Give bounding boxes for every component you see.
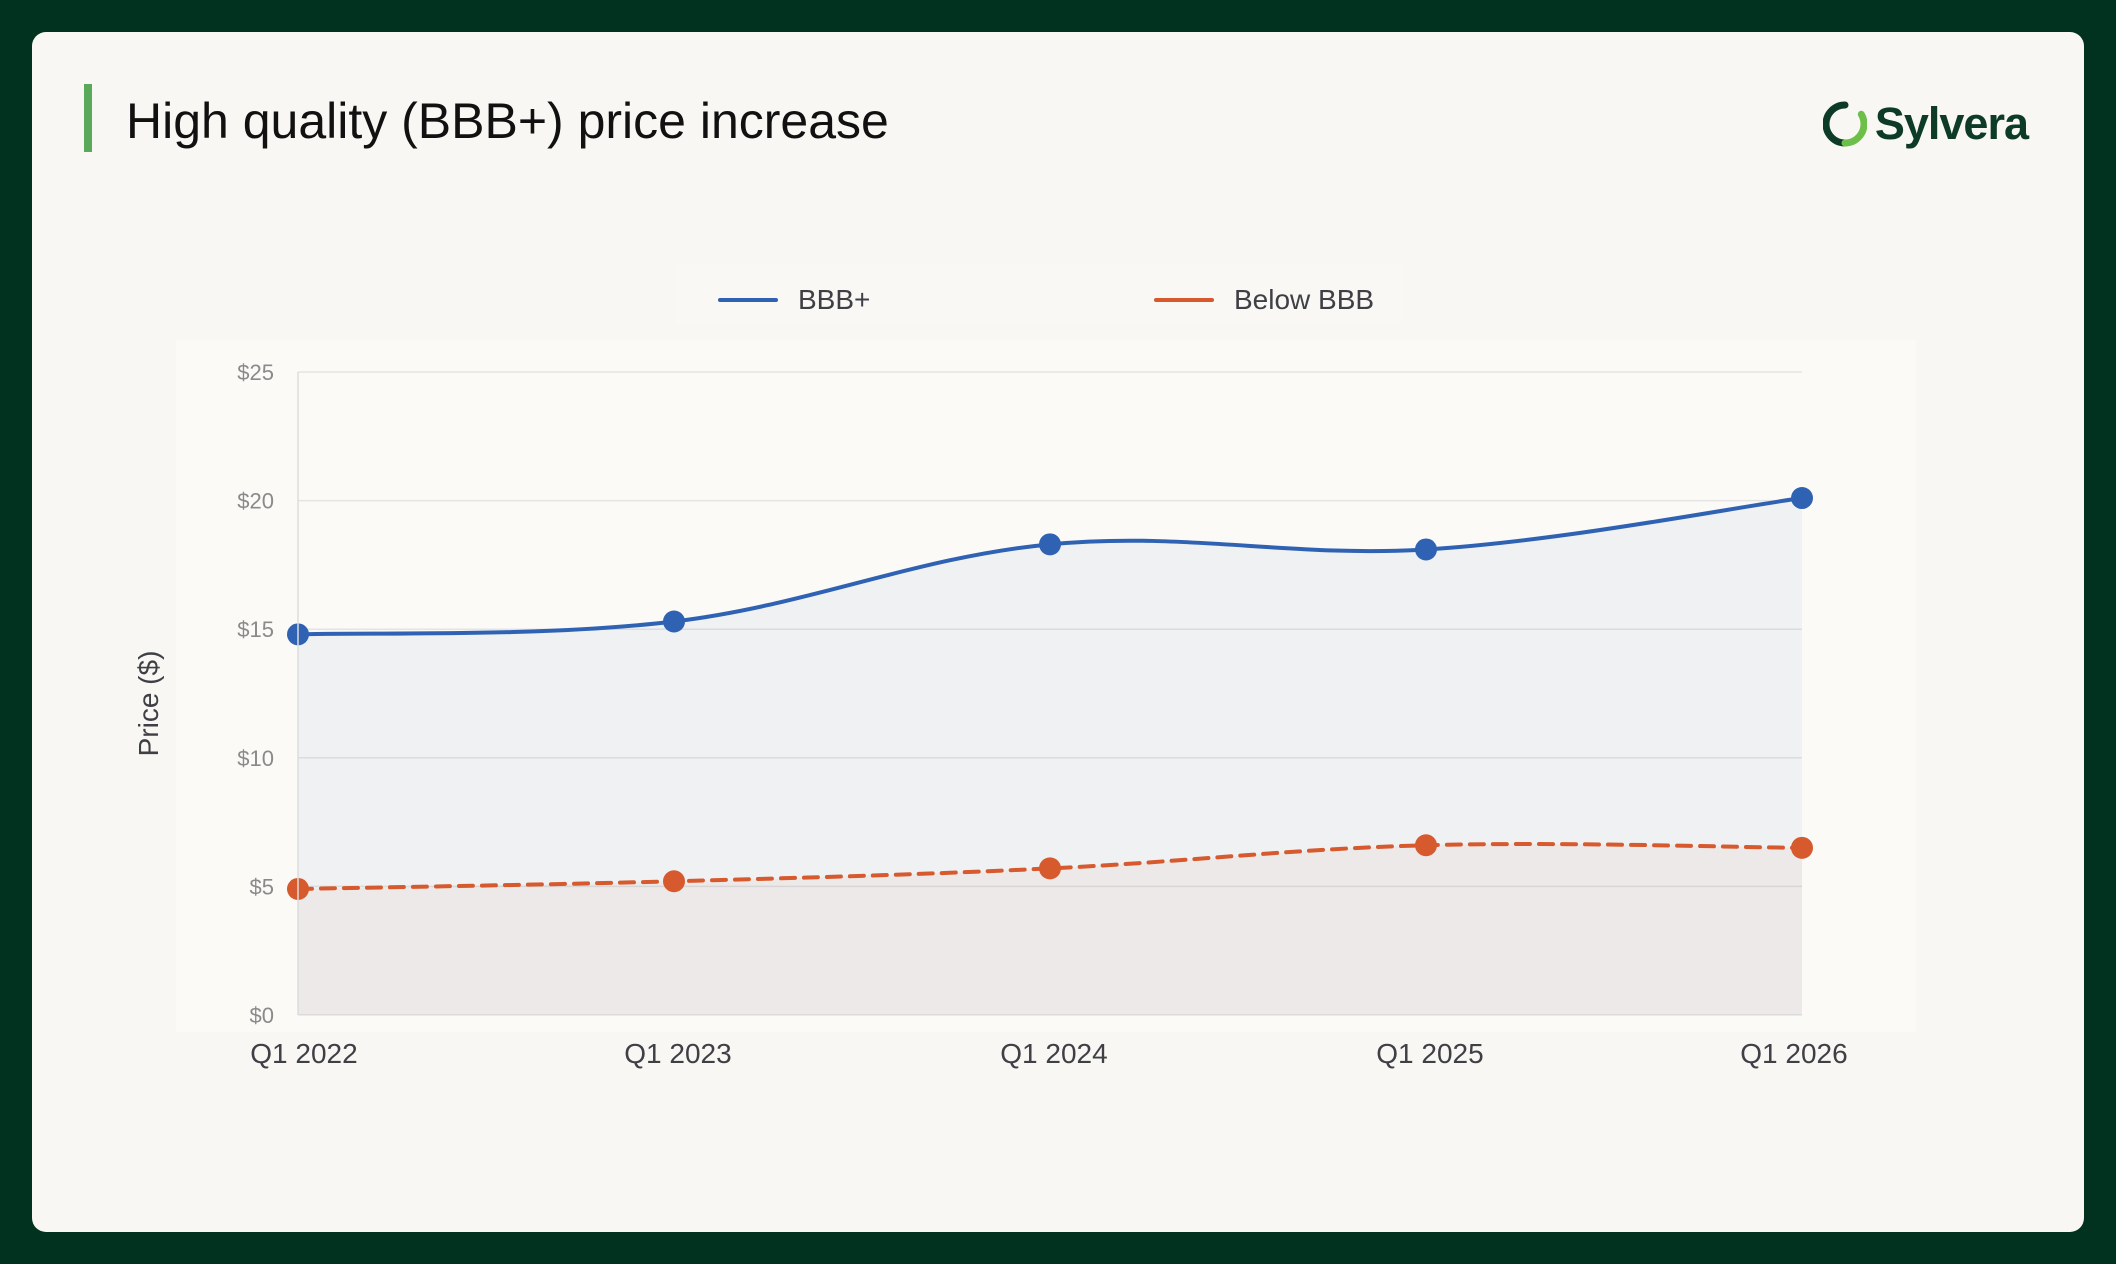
y-tick-label: $20 bbox=[237, 489, 274, 514]
x-tick-label: Q1 2026 bbox=[1740, 1038, 1847, 1069]
data-point bbox=[663, 870, 685, 893]
x-tick-label: Q1 2024 bbox=[1000, 1038, 1107, 1069]
data-point bbox=[1791, 487, 1813, 510]
sylvera-logo-icon bbox=[1822, 101, 1867, 147]
x-tick-label: Q1 2025 bbox=[1376, 1038, 1483, 1069]
data-point bbox=[1415, 834, 1437, 857]
x-tick-label: Q1 2022 bbox=[250, 1038, 357, 1069]
legend-background bbox=[676, 264, 1402, 324]
page-title: High quality (BBB+) price increase bbox=[126, 93, 889, 149]
y-axis-title: Price ($) bbox=[133, 651, 164, 757]
y-tick-label: $0 bbox=[250, 1003, 274, 1028]
x-tick-label: Q1 2023 bbox=[624, 1038, 731, 1069]
brand-logo: Sylvera bbox=[1822, 98, 2029, 150]
data-point bbox=[1039, 533, 1061, 556]
y-tick-label: $5 bbox=[250, 874, 274, 899]
plot-background bbox=[176, 340, 1916, 1032]
legend-label-2: Below BBB bbox=[1234, 284, 1374, 315]
brand-name: Sylvera bbox=[1874, 98, 2029, 149]
data-point bbox=[1415, 538, 1437, 561]
y-tick-label: $10 bbox=[237, 746, 274, 771]
y-tick-label: $15 bbox=[237, 617, 274, 642]
y-tick-label: $25 bbox=[237, 360, 274, 385]
data-point bbox=[1039, 857, 1061, 880]
legend-label-1: BBB+ bbox=[798, 284, 870, 315]
series-line-2 bbox=[296, 842, 1804, 891]
data-point bbox=[1791, 836, 1813, 859]
data-point bbox=[663, 610, 685, 633]
title-accent-bar bbox=[84, 84, 92, 152]
